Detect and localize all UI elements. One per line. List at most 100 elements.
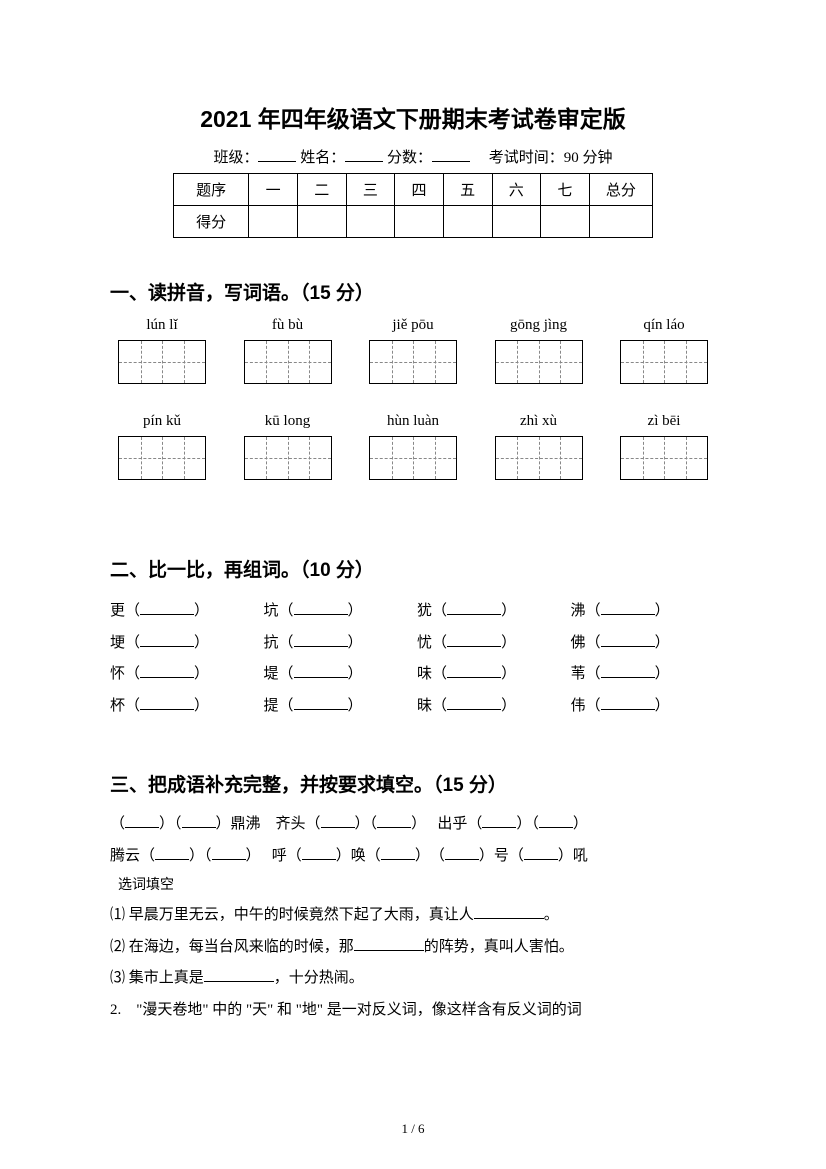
th-6: 六 — [492, 174, 541, 206]
char-box[interactable] — [118, 340, 206, 384]
score-cell[interactable] — [492, 206, 541, 238]
th-4: 四 — [395, 174, 444, 206]
char: 提 — [264, 698, 279, 714]
pinyin-row-1: lún lǐ fù bù jiě pōu gōng jìng qín láo — [110, 317, 716, 389]
char-box[interactable] — [244, 436, 332, 480]
table-row: 得分 — [174, 206, 653, 238]
char-box[interactable] — [244, 340, 332, 384]
blank[interactable] — [601, 632, 655, 647]
section1-heading: 一、读拼音，写词语。（15 分） — [110, 278, 716, 305]
blank[interactable] — [539, 813, 573, 828]
score-blank[interactable] — [432, 147, 470, 162]
blank[interactable] — [125, 813, 159, 828]
time-label: 考试时间：90 分钟 — [489, 150, 613, 166]
blank[interactable] — [140, 600, 194, 615]
char: 苇 — [571, 666, 586, 682]
blank[interactable] — [294, 663, 348, 678]
char-box[interactable] — [118, 436, 206, 480]
score-cell[interactable] — [395, 206, 444, 238]
idiom-line-2: 腾云（）（） 呼（）唤（） （）号（）吼 — [110, 841, 716, 873]
pinyin-item: qín láo — [612, 317, 716, 389]
compare-cell: 昧（） — [417, 691, 562, 723]
compare-cell: 犹（） — [417, 596, 562, 628]
char: 昧 — [417, 698, 432, 714]
char: 佛 — [571, 635, 586, 651]
char-box[interactable] — [495, 436, 583, 480]
score-cell[interactable] — [249, 206, 298, 238]
blank[interactable] — [294, 632, 348, 647]
blank[interactable] — [140, 695, 194, 710]
char-box[interactable] — [620, 340, 708, 384]
blank[interactable] — [445, 845, 479, 860]
section3-heading: 三、把成语补充完整，并按要求填空。（15 分） — [110, 770, 716, 797]
compare-cell: 忧（） — [417, 628, 562, 660]
blank[interactable] — [321, 813, 355, 828]
q1: ⑴ 早晨万里无云，中午的时候竟然下起了大雨，真让人。 — [110, 900, 716, 932]
blank[interactable] — [474, 904, 544, 919]
blank[interactable] — [377, 813, 411, 828]
pinyin-label: zì bēi — [612, 413, 716, 430]
blank[interactable] — [601, 663, 655, 678]
char: 更 — [110, 603, 125, 619]
blank[interactable] — [294, 600, 348, 615]
compare-cell: 埂（） — [110, 628, 255, 660]
blank[interactable] — [354, 936, 424, 951]
blank[interactable] — [601, 695, 655, 710]
pinyin-label: kū long — [236, 413, 340, 430]
compare-block: 更（） 坑（） 犹（） 沸（） 埂（） 抗（） 忧（） 佛（） 怀（） 堤（） … — [110, 596, 716, 722]
blank[interactable] — [140, 632, 194, 647]
q4: 2. "漫天卷地" 中的 "天" 和 "地" 是一对反义词，像这样含有反义词的词 — [110, 995, 716, 1027]
char-box[interactable] — [495, 340, 583, 384]
char: 忧 — [417, 635, 432, 651]
blank[interactable] — [447, 695, 501, 710]
char: 伟 — [571, 698, 586, 714]
compare-row: 杯（） 提（） 昧（） 伟（） — [110, 691, 716, 723]
char: 味 — [417, 666, 432, 682]
score-cell[interactable] — [443, 206, 492, 238]
choose-label: 选词填空 — [118, 872, 716, 900]
pinyin-item: pín kǔ — [110, 413, 214, 485]
blank[interactable] — [447, 663, 501, 678]
score-cell[interactable] — [541, 206, 590, 238]
blank[interactable] — [294, 695, 348, 710]
char-box[interactable] — [369, 340, 457, 384]
idiom-block: （）（）鼎沸 齐头（）（） 出乎（）（） 腾云（）（） 呼（）唤（） （）号（）… — [110, 809, 716, 1026]
name-blank[interactable] — [345, 147, 383, 162]
blank[interactable] — [601, 600, 655, 615]
char-box[interactable] — [620, 436, 708, 480]
blank[interactable] — [524, 845, 558, 860]
pinyin-item: kū long — [236, 413, 340, 485]
blank[interactable] — [447, 632, 501, 647]
blank[interactable] — [302, 845, 336, 860]
blank[interactable] — [204, 967, 274, 982]
blank[interactable] — [182, 813, 216, 828]
compare-cell: 佛（） — [571, 628, 716, 660]
char: 杯 — [110, 698, 125, 714]
pinyin-label: lún lǐ — [110, 317, 214, 334]
page-footer: 1 / 6 — [0, 1121, 826, 1137]
blank[interactable] — [212, 845, 246, 860]
class-blank[interactable] — [258, 147, 296, 162]
score-cell[interactable] — [589, 206, 652, 238]
score-cell[interactable] — [298, 206, 347, 238]
score-cell[interactable] — [346, 206, 395, 238]
blank[interactable] — [381, 845, 415, 860]
pinyin-label: jiě pōu — [361, 317, 465, 334]
pinyin-row-2: pín kǔ kū long hùn luàn zhì xù zì bēi — [110, 413, 716, 485]
pinyin-label: gōng jìng — [487, 317, 591, 334]
th-seq: 题序 — [174, 174, 249, 206]
compare-cell: 更（） — [110, 596, 255, 628]
char-box[interactable] — [369, 436, 457, 480]
blank[interactable] — [155, 845, 189, 860]
name-label: 姓名： — [300, 150, 345, 166]
td-score-label: 得分 — [174, 206, 249, 238]
pinyin-item: zhì xù — [487, 413, 591, 485]
char: 犹 — [417, 603, 432, 619]
compare-row: 怀（） 堤（） 味（） 苇（） — [110, 659, 716, 691]
char: 坑 — [264, 603, 279, 619]
char: 堤 — [264, 666, 279, 682]
blank[interactable] — [140, 663, 194, 678]
blank[interactable] — [482, 813, 516, 828]
section2-heading: 二、比一比，再组词。（10 分） — [110, 555, 716, 582]
blank[interactable] — [447, 600, 501, 615]
